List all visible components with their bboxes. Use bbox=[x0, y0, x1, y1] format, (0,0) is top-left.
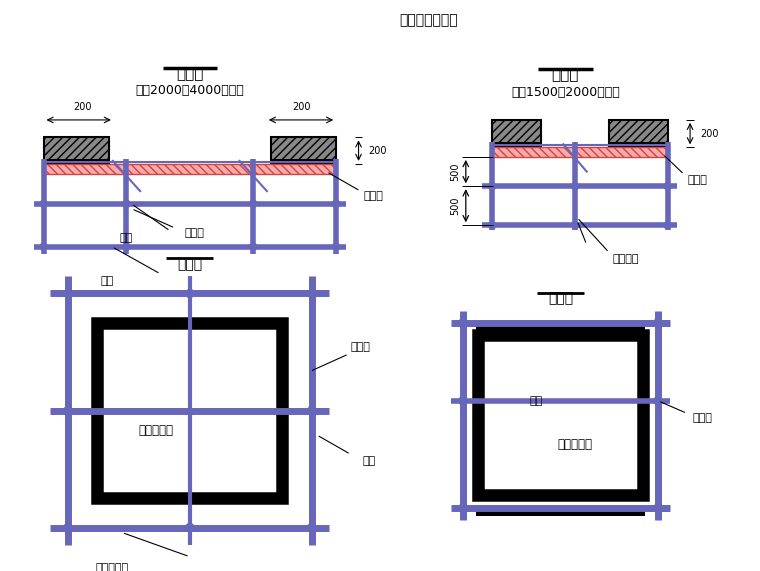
Text: 500: 500 bbox=[450, 162, 460, 181]
Bar bbox=[43, 164, 336, 174]
Bar bbox=[492, 120, 541, 147]
Bar bbox=[43, 159, 109, 164]
Bar bbox=[477, 335, 643, 495]
Text: 洞口防护示意图: 洞口防护示意图 bbox=[400, 14, 458, 27]
Text: 张挂安全网: 张挂安全网 bbox=[138, 424, 173, 436]
Bar bbox=[609, 142, 667, 147]
Text: 防护栏杆: 防护栏杆 bbox=[612, 254, 638, 264]
Text: 上杆: 上杆 bbox=[100, 276, 113, 286]
Text: 500: 500 bbox=[450, 196, 460, 215]
Text: 立面图: 立面图 bbox=[552, 67, 579, 83]
Text: 平面图: 平面图 bbox=[177, 258, 202, 271]
Text: 下杆: 下杆 bbox=[120, 233, 133, 243]
Text: 张挂安全网: 张挂安全网 bbox=[558, 438, 593, 451]
Text: 栏杆柱: 栏杆柱 bbox=[185, 228, 205, 238]
Bar bbox=[492, 142, 541, 147]
Text: 平面图: 平面图 bbox=[548, 291, 573, 305]
Text: 立面图: 立面图 bbox=[176, 67, 204, 82]
Bar bbox=[476, 506, 645, 516]
Bar bbox=[609, 120, 667, 147]
Bar bbox=[492, 147, 667, 157]
Bar bbox=[43, 138, 109, 164]
Bar bbox=[97, 323, 283, 498]
Bar bbox=[609, 120, 667, 147]
Bar bbox=[271, 159, 336, 164]
Bar bbox=[492, 147, 667, 157]
Text: 边长2000－4000的洞口: 边长2000－4000的洞口 bbox=[135, 84, 244, 97]
Bar bbox=[271, 138, 336, 164]
Bar bbox=[476, 325, 645, 335]
Text: 栏杆柱: 栏杆柱 bbox=[351, 342, 371, 352]
Bar bbox=[271, 138, 336, 164]
Text: 横杆: 横杆 bbox=[363, 456, 375, 466]
Bar bbox=[43, 164, 336, 174]
Text: 边长1500－2000的洞口: 边长1500－2000的洞口 bbox=[511, 86, 619, 99]
Text: 200: 200 bbox=[74, 102, 92, 112]
Text: 200: 200 bbox=[293, 102, 312, 112]
Bar bbox=[492, 120, 541, 147]
Text: 栏杆柱: 栏杆柱 bbox=[692, 413, 712, 423]
Text: 200: 200 bbox=[700, 128, 718, 139]
Text: 挡脚板: 挡脚板 bbox=[363, 191, 383, 201]
Bar bbox=[43, 138, 109, 164]
Text: 横杆: 横杆 bbox=[530, 396, 543, 406]
Text: 挡脚板: 挡脚板 bbox=[687, 175, 707, 186]
Text: 下设挡脚板: 下设挡脚板 bbox=[95, 564, 128, 571]
Text: 200: 200 bbox=[369, 146, 387, 156]
